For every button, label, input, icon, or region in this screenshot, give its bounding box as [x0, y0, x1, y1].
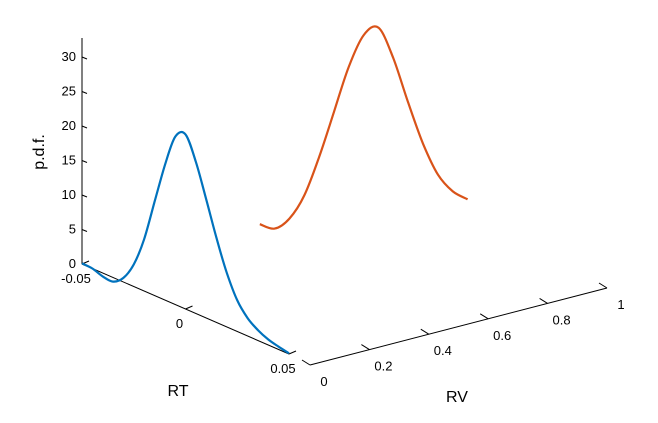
z-tick-label: 0: [69, 256, 76, 271]
series-rv-line: [259, 25, 469, 230]
z-tick-label: 30: [62, 49, 76, 64]
y-tick-label: 0: [320, 374, 327, 389]
y-axis-line: [309, 287, 608, 366]
y-tick-label: 0.8: [553, 312, 571, 327]
series-group: [81, 25, 469, 355]
z-tick-mark: [81, 194, 88, 198]
z-tick-label: 20: [62, 118, 76, 133]
z-tick-label: 10: [62, 187, 76, 202]
x-tick-label: -0.05: [61, 271, 91, 286]
z-tick-mark: [81, 160, 88, 163]
x-tick-mark: [288, 350, 297, 355]
y-tick-mark: [479, 313, 489, 320]
axes-group: [81, 38, 608, 366]
x-axis-label: RT: [167, 383, 188, 400]
y-tick-mark: [361, 344, 370, 351]
z-tick-mark: [81, 229, 88, 232]
z-tick-label: 15: [62, 153, 76, 168]
y-tick-mark: [598, 282, 608, 289]
x-tick-mark: [185, 305, 193, 310]
z-tick-mark: [81, 125, 88, 129]
y-tick-mark: [420, 328, 430, 335]
y-tick-label: 0.2: [374, 359, 392, 374]
x-tick-label: 0.05: [270, 361, 295, 376]
y-tick-mark: [539, 297, 548, 304]
z-axis-label: p.d.f.: [31, 134, 48, 170]
y-tick-mark: [301, 359, 311, 366]
series-rt-line: [81, 130, 290, 355]
y-tick-label: 0.6: [493, 328, 511, 343]
z-tick-mark: [81, 91, 88, 94]
x-tick-label: 0: [176, 316, 183, 331]
y-tick-label: 0.4: [434, 343, 452, 358]
y-axis-label: RV: [446, 389, 468, 406]
z-tick-label: 5: [69, 222, 76, 237]
y-tick-label: 1: [617, 297, 624, 312]
z-tick-label: 25: [62, 84, 76, 99]
z-tick-mark: [81, 56, 88, 60]
